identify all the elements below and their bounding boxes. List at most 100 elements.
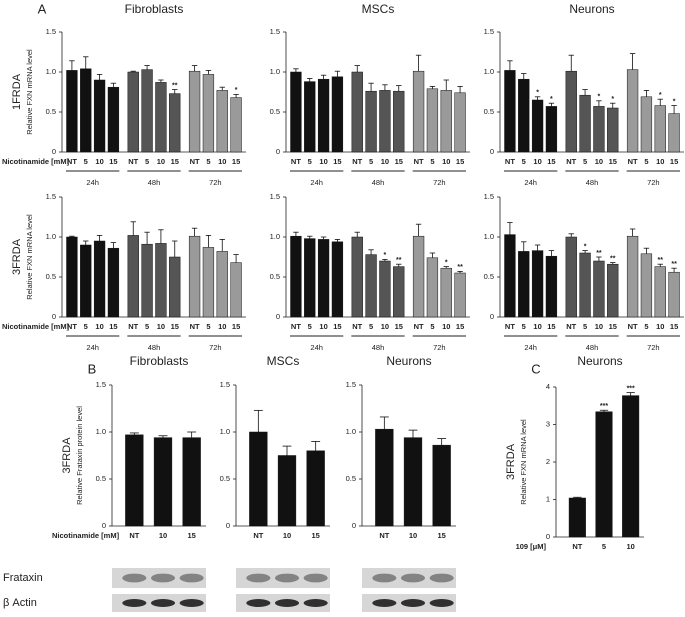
bar bbox=[169, 256, 181, 318]
bar bbox=[393, 90, 405, 153]
bar bbox=[412, 70, 425, 153]
blot-band bbox=[429, 573, 454, 583]
group-label: 48h bbox=[372, 178, 385, 187]
bar bbox=[290, 235, 302, 318]
group-label: 24h bbox=[524, 343, 537, 352]
significance: ** bbox=[457, 264, 463, 271]
bar bbox=[440, 267, 452, 318]
bar bbox=[607, 107, 619, 153]
bar bbox=[440, 90, 452, 153]
x-tick-label: 5 bbox=[583, 322, 587, 331]
group-label: 48h bbox=[148, 343, 161, 352]
bar bbox=[155, 82, 167, 153]
bar bbox=[379, 260, 391, 318]
bar bbox=[504, 234, 516, 318]
bar bbox=[66, 70, 78, 153]
bar bbox=[365, 254, 377, 318]
y-tick-label: 1.0 bbox=[484, 67, 494, 76]
blot-strip bbox=[362, 568, 456, 588]
bar bbox=[365, 90, 377, 153]
bar bbox=[626, 69, 639, 153]
bar bbox=[216, 251, 228, 318]
significance: ** bbox=[396, 257, 402, 264]
bar bbox=[518, 251, 530, 318]
y-tick-label: 0 bbox=[226, 521, 230, 530]
x-axis-label: Nicotinamide [mM] bbox=[2, 322, 70, 331]
x-tick-label: 15 bbox=[547, 157, 555, 166]
y-tick-label: 3 bbox=[546, 419, 550, 428]
x-tick-label: NT bbox=[352, 322, 362, 331]
x-tick-label: 10 bbox=[442, 322, 450, 331]
y-tick-label: 0 bbox=[352, 521, 356, 530]
bar bbox=[565, 236, 577, 318]
x-tick-label: NT bbox=[628, 157, 638, 166]
bar bbox=[403, 437, 423, 527]
x-tick-label: 10 bbox=[626, 542, 634, 551]
x-tick-label: 5 bbox=[145, 157, 149, 166]
bar bbox=[375, 428, 394, 527]
x-axis-label: Nicotinamide [mM] bbox=[2, 157, 70, 166]
group-label: 72h bbox=[433, 178, 446, 187]
x-tick-label: 15 bbox=[311, 531, 319, 540]
bar bbox=[107, 86, 120, 153]
bar bbox=[622, 395, 640, 538]
bar bbox=[127, 235, 139, 318]
bar bbox=[640, 253, 653, 318]
y-axis-label: Relative FXN mRNA level bbox=[25, 49, 34, 135]
significance: ** bbox=[172, 82, 178, 89]
y-tick-label: 1.0 bbox=[484, 232, 494, 241]
x-tick-label: NT bbox=[190, 322, 200, 331]
bar bbox=[568, 497, 586, 538]
x-tick-label: NT bbox=[566, 322, 576, 331]
x-tick-label: NT bbox=[628, 322, 638, 331]
significance: *** bbox=[600, 403, 608, 410]
group-label: 24h bbox=[524, 178, 537, 187]
y-tick-label: 0.5 bbox=[270, 107, 280, 116]
x-tick-label: 15 bbox=[670, 322, 678, 331]
bar bbox=[518, 78, 530, 153]
bar bbox=[306, 450, 325, 527]
x-tick-label: 5 bbox=[308, 157, 312, 166]
x-tick-label: 10 bbox=[381, 157, 389, 166]
blot-band bbox=[179, 573, 204, 583]
bar bbox=[351, 71, 363, 153]
bar bbox=[607, 263, 619, 318]
group-label: 48h bbox=[148, 178, 161, 187]
chart-title: Neurons bbox=[577, 354, 622, 368]
x-tick-label: 15 bbox=[232, 322, 240, 331]
x-tick-label: 10 bbox=[218, 322, 226, 331]
bar bbox=[230, 262, 242, 318]
bar bbox=[593, 260, 605, 318]
significance: * bbox=[550, 96, 553, 103]
x-tick-label: NT bbox=[505, 157, 515, 166]
bar bbox=[277, 455, 297, 527]
bar bbox=[393, 266, 405, 318]
bar bbox=[531, 99, 544, 153]
bar bbox=[654, 105, 666, 153]
blot-band bbox=[429, 599, 454, 607]
row-label: 3FRDA bbox=[505, 443, 517, 480]
bar bbox=[504, 70, 516, 153]
significance: * bbox=[235, 87, 238, 94]
x-tick-label: 5 bbox=[430, 157, 434, 166]
bar bbox=[531, 250, 544, 318]
y-tick-label: 1.0 bbox=[220, 427, 230, 436]
y-axis-label: Relative FXN mRNA level bbox=[25, 214, 34, 300]
x-tick-label: 15 bbox=[456, 322, 464, 331]
significance: ** bbox=[596, 250, 602, 257]
y-tick-label: 0 bbox=[276, 312, 280, 321]
y-tick-label: 0 bbox=[546, 532, 550, 541]
bar bbox=[331, 76, 344, 153]
bar bbox=[654, 266, 666, 318]
x-tick-label: NT bbox=[291, 322, 301, 331]
x-tick-label: 5 bbox=[308, 322, 312, 331]
x-tick-label: 5 bbox=[84, 322, 88, 331]
x-tick-label: NT bbox=[128, 322, 138, 331]
y-tick-label: 0 bbox=[52, 312, 56, 321]
y-tick-label: 1.5 bbox=[270, 27, 280, 36]
y-tick-label: 1.5 bbox=[346, 380, 356, 389]
group-label: 24h bbox=[86, 178, 99, 187]
x-tick-label: 15 bbox=[333, 322, 341, 331]
y-tick-label: 1.5 bbox=[484, 192, 494, 201]
x-tick-label: 10 bbox=[95, 322, 103, 331]
